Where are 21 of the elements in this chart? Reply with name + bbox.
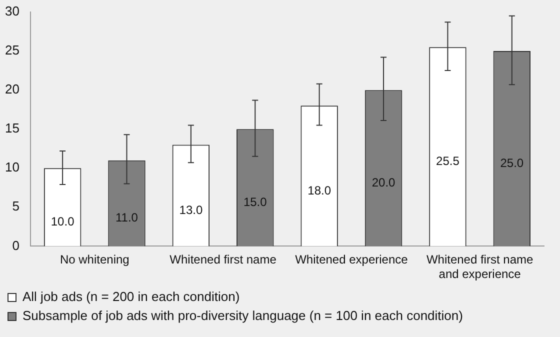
y-tick-label: 25 <box>4 42 20 58</box>
data-label: 25.5 <box>436 154 460 168</box>
data-label: 15.0 <box>243 194 268 209</box>
data-label: 10.0 <box>50 214 75 228</box>
y-tick-label: 5 <box>12 198 20 214</box>
x-tick-label: Whitened first name and experience <box>426 252 534 282</box>
y-tick-label: 30 <box>4 4 20 19</box>
data-label: 20.0 <box>372 175 396 190</box>
y-tick-label: 20 <box>4 82 20 97</box>
data-label: 13.0 <box>179 202 203 217</box>
data-label: 25.0 <box>500 156 524 170</box>
data-label: 18.0 <box>308 183 332 198</box>
x-tick-label: No whitening <box>60 252 130 267</box>
y-tick-label: 10 <box>4 160 20 175</box>
y-tick-label: 0 <box>12 238 20 253</box>
x-tick-label: Whitened experience <box>295 252 408 267</box>
legend-label: Subsample of job ads with pro-diversity language (n = 100 in each condition) <box>22 308 463 324</box>
x-tick-label: Whitened first name <box>170 252 277 267</box>
legend-label: All job ads (n = 200 in each condition) <box>22 289 240 304</box>
y-tick-label: 15 <box>4 120 20 136</box>
data-label: 11.0 <box>116 210 138 225</box>
